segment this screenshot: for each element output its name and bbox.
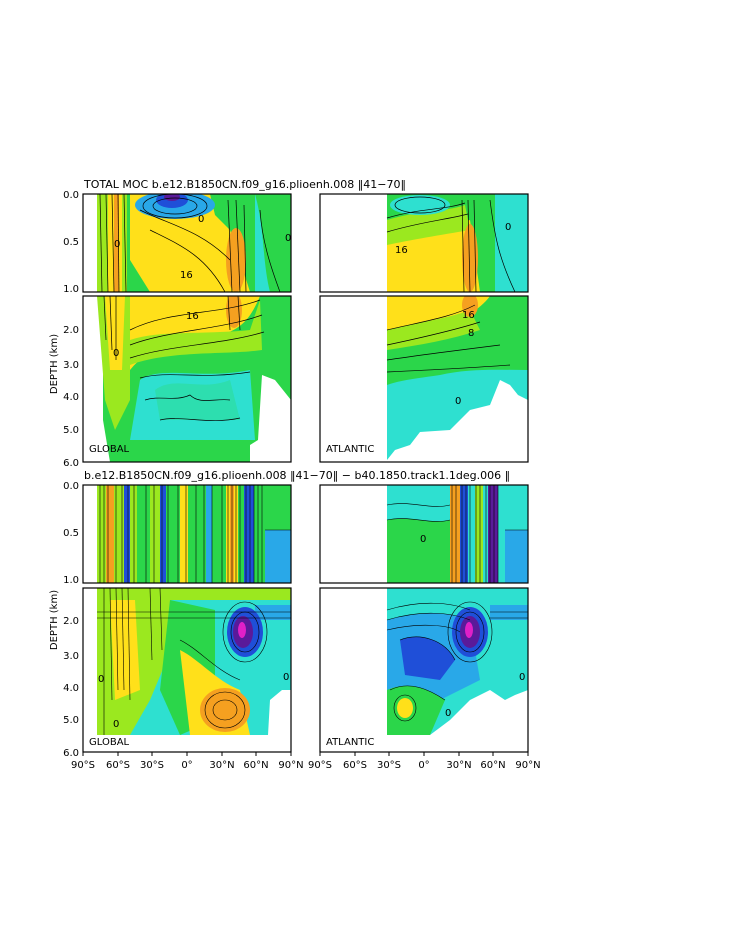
top-atlantic-upper-field: 16 0 xyxy=(320,194,528,292)
x-tick-label: 0° xyxy=(418,760,429,771)
x-tick-label: 30°S xyxy=(140,760,164,771)
y-tick-label: 4.0 xyxy=(63,683,79,694)
y-tick-label: 2.0 xyxy=(63,616,79,627)
y-tick-label: 1.0 xyxy=(63,284,79,295)
top-y-ticks: 0.0 0.5 1.0 2.0 3.0 4.0 5.0 6.0 xyxy=(63,190,79,469)
y-tick-label: 2.0 xyxy=(63,325,79,336)
y-tick-label: 4.0 xyxy=(63,392,79,403)
contour-label: 0 xyxy=(113,719,119,730)
y-axis-label: DEPTH (km) xyxy=(49,334,60,394)
contour-label: 0 xyxy=(505,222,511,233)
bottom-global-upper-frame xyxy=(82,484,292,584)
tick-marks xyxy=(82,752,529,756)
x-tick-label: 60°S xyxy=(106,760,130,771)
top-global-upper-frame xyxy=(82,193,292,293)
y-tick-label: 3.0 xyxy=(63,651,79,662)
y-tick-label: 0.0 xyxy=(63,481,79,492)
contour-label: 8 xyxy=(468,328,474,339)
contour-label: 16 xyxy=(180,270,193,281)
x-tick-label: 30°N xyxy=(209,760,234,771)
top-global-upper-field: 16 0 0 0 xyxy=(83,194,291,292)
bottom-global-lower-field: 0 0 0 xyxy=(83,588,291,752)
bottom-title: b.e12.B1850CN.f09_g16.plioenh.008 ‌‌‖‌41… xyxy=(84,469,510,482)
bottom-atlantic-upper-field: 0 xyxy=(320,485,528,583)
x-tick-label: 90°S xyxy=(308,760,332,771)
top-atlantic-lower-frame xyxy=(319,295,529,463)
contour-label: 0 xyxy=(285,233,291,244)
top-title: TOTAL MOC b.e12.B1850CN.f09_g16.plioenh.… xyxy=(83,178,406,191)
y-tick-label: 5.0 xyxy=(63,715,79,726)
bottom-global-upper-field xyxy=(83,485,291,583)
contour-label: 16 xyxy=(462,310,475,321)
contour-label: 0 xyxy=(445,708,451,719)
x-tick-label: 90°N xyxy=(278,760,303,771)
panel-label-atlantic: ATLANTIC xyxy=(326,737,374,748)
x-ticks-atlantic: 90°S 60°S 30°S 0° 30°N 60°N 90°N xyxy=(308,760,541,771)
x-tick-label: 60°S xyxy=(343,760,367,771)
y-tick-label: 1.0 xyxy=(63,575,79,586)
contour-label: 16 xyxy=(186,311,199,322)
contour-label: 0 xyxy=(519,672,525,683)
bottom-atlantic-upper-frame xyxy=(319,484,529,584)
y-axis-label: DEPTH (km) xyxy=(49,590,60,650)
top-global-lower-field: 16 0 xyxy=(83,296,291,462)
y-tick-label: 0.5 xyxy=(63,528,79,539)
contour-label: 0 xyxy=(420,534,426,545)
bottom-y-ticks: 0.0 0.5 1.0 2.0 3.0 4.0 5.0 6.0 xyxy=(63,481,79,759)
x-tick-label: 0° xyxy=(181,760,192,771)
panel-label-atlantic: ATLANTIC xyxy=(326,444,374,455)
x-tick-label: 90°N xyxy=(515,760,540,771)
panel-label-global: GLOBAL xyxy=(89,444,130,455)
y-tick-label: 0.0 xyxy=(63,190,79,201)
panel-label-global: GLOBAL xyxy=(89,737,130,748)
y-tick-label: 0.5 xyxy=(63,237,79,248)
contour-label: 0 xyxy=(455,396,461,407)
top-atlantic-lower-field: 16 8 0 xyxy=(320,296,528,462)
contour-label: 0 xyxy=(113,348,119,359)
y-tick-label: 3.0 xyxy=(63,360,79,371)
top-global-lower-frame xyxy=(82,295,292,463)
y-tick-label: 5.0 xyxy=(63,425,79,436)
contour-label: 0 xyxy=(114,239,120,250)
y-tick-label: 6.0 xyxy=(63,458,79,469)
contour-label: 0 xyxy=(198,214,204,225)
x-ticks-global: 90°S 60°S 30°S 0° 30°N 60°N 90°N xyxy=(71,760,304,771)
contour-label: 0 xyxy=(283,672,289,683)
x-tick-label: 60°N xyxy=(480,760,505,771)
x-tick-label: 30°S xyxy=(377,760,401,771)
contour-label: 0 xyxy=(98,674,104,685)
x-tick-label: 30°N xyxy=(446,760,471,771)
x-tick-label: 60°N xyxy=(243,760,268,771)
y-tick-label: 6.0 xyxy=(63,748,79,759)
bottom-atlantic-lower-field: 0 0 xyxy=(320,588,528,752)
top-atlantic-upper-frame xyxy=(319,193,529,293)
x-tick-label: 90°S xyxy=(71,760,95,771)
contour-label: 16 xyxy=(395,245,408,256)
